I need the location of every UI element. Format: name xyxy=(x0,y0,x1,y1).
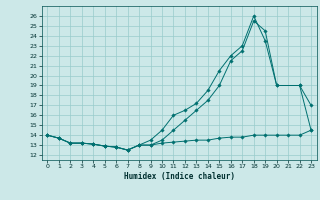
X-axis label: Humidex (Indice chaleur): Humidex (Indice chaleur) xyxy=(124,172,235,181)
